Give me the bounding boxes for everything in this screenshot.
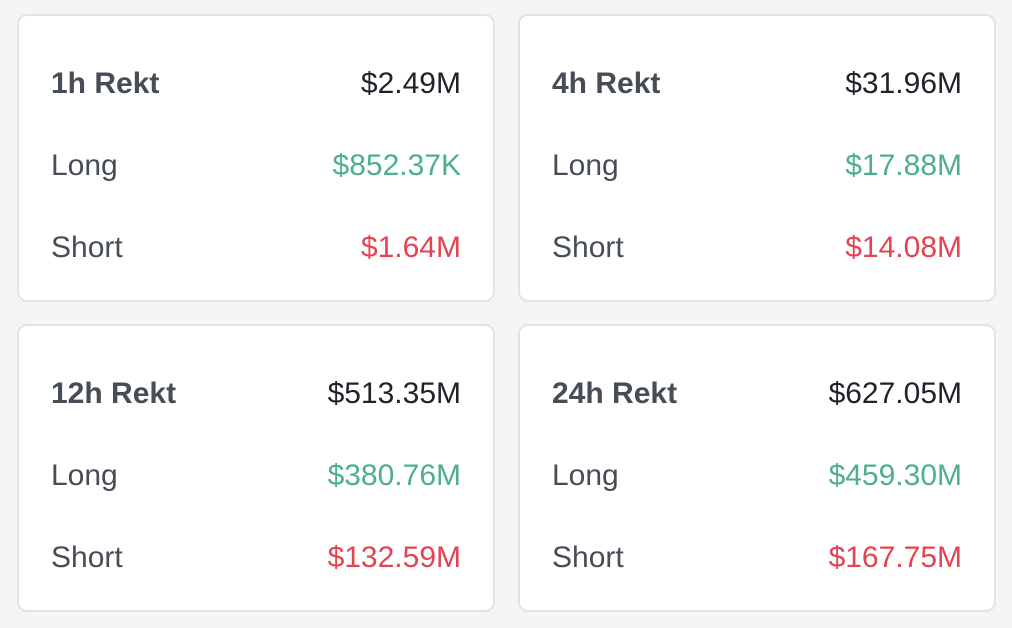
long-value: $17.88M [845,149,962,182]
card-header: 12h Rekt $513.35M [51,374,461,414]
long-value: $380.76M [327,459,461,492]
rekt-card-1h: 1h Rekt $2.49M Long $852.37K Short $1.64… [17,14,495,302]
short-row: Short $14.08M [552,228,962,268]
card-header: 24h Rekt $627.05M [552,374,962,414]
short-label: Short [552,231,624,264]
long-row: Long $852.37K [51,146,461,186]
long-value: $852.37K [332,149,461,182]
short-row: Short $167.75M [552,538,962,578]
long-value: $459.30M [828,459,962,492]
rekt-card-4h: 4h Rekt $31.96M Long $17.88M Short $14.0… [518,14,996,302]
card-title: 1h Rekt [51,67,160,100]
card-header: 1h Rekt $2.49M [51,64,461,104]
short-label: Short [51,231,123,264]
short-label: Short [51,541,123,574]
total-value: $513.35M [327,377,461,410]
long-label: Long [51,459,118,492]
card-header: 4h Rekt $31.96M [552,64,962,104]
short-row: Short $1.64M [51,228,461,268]
long-label: Long [552,459,619,492]
short-label: Short [552,541,624,574]
card-title: 4h Rekt [552,67,661,100]
short-row: Short $132.59M [51,538,461,578]
long-row: Long $459.30M [552,456,962,496]
total-value: $2.49M [360,67,461,100]
card-title: 24h Rekt [552,377,678,410]
short-value: $1.64M [360,231,461,264]
rekt-card-24h: 24h Rekt $627.05M Long $459.30M Short $1… [518,324,996,612]
short-value: $132.59M [327,541,461,574]
rekt-card-12h: 12h Rekt $513.35M Long $380.76M Short $1… [17,324,495,612]
long-label: Long [552,149,619,182]
long-label: Long [51,149,118,182]
total-value: $627.05M [828,377,962,410]
card-title: 12h Rekt [51,377,177,410]
long-row: Long $380.76M [51,456,461,496]
long-row: Long $17.88M [552,146,962,186]
short-value: $14.08M [845,231,962,264]
short-value: $167.75M [828,541,962,574]
total-value: $31.96M [845,67,962,100]
